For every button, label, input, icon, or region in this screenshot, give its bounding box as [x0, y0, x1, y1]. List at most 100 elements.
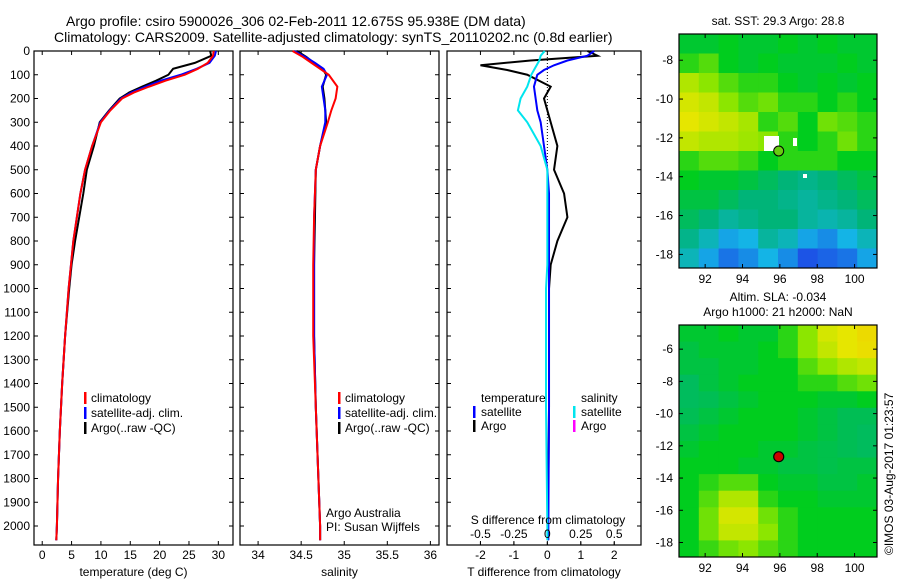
heatmap-cell: [679, 53, 700, 74]
heatmap-cell: [718, 374, 739, 392]
heatmap-cell: [857, 507, 878, 525]
depth-tick-label: 200: [10, 92, 30, 106]
lat-tick-label: -16: [656, 209, 674, 223]
heatmap-cell: [718, 424, 739, 442]
heatmap-cell: [718, 490, 739, 508]
depth-tick-label: 1400: [3, 377, 30, 391]
heatmap-cell: [758, 407, 779, 425]
heatmap-cell: [778, 424, 799, 442]
heatmap-cell: [857, 248, 878, 269]
heatmap-cell: [837, 441, 858, 459]
x2-axis-label: S difference from climatology: [471, 513, 626, 527]
heatmap-cell: [758, 92, 779, 113]
heatmap-cell: [797, 523, 819, 541]
heatmap-cell: [758, 424, 779, 442]
heatmap-cell: [797, 507, 819, 525]
legend-swatch: [473, 406, 476, 418]
heatmap-cell: [758, 507, 779, 525]
heatmap-cell: [718, 341, 739, 359]
heatmap-cell: [857, 540, 878, 558]
heatmap-cell: [857, 53, 878, 74]
heatmap-cell: [837, 229, 858, 249]
heatmap-cell: [679, 507, 700, 525]
depth-tick-label: 1200: [3, 329, 30, 343]
copyright-label: ©IMOS 03-Aug-2017 01:23:57: [882, 392, 896, 555]
legend-label: satellite: [581, 405, 622, 419]
legend-label: Argo(..raw -QC): [345, 421, 430, 435]
lon-tick-label: 94: [736, 561, 750, 575]
heatmap-cell: [817, 474, 838, 492]
heatmap-cell: [698, 507, 720, 525]
x-tick-label: -2: [475, 548, 486, 562]
heatmap-cell: [679, 457, 700, 475]
heatmap-cell: [738, 73, 759, 93]
legend-header: salinity: [581, 391, 618, 405]
heatmap-cell: [837, 391, 858, 409]
heatmap-cell: [797, 92, 819, 113]
lon-tick-label: 94: [736, 272, 750, 286]
heatmap-cell: [758, 391, 779, 409]
heatmap-cell: [797, 441, 819, 459]
heatmap-cell: [837, 540, 858, 558]
x-tick-label: 0: [544, 548, 551, 562]
heatmap-cell: [778, 391, 799, 409]
legend-label: Argo(..raw -QC): [91, 421, 176, 435]
profile-panel-0-frame: [33, 50, 234, 546]
lat-tick-label: -10: [656, 92, 674, 106]
heatmap-cell: [718, 457, 739, 475]
heatmap-cell: [837, 112, 858, 132]
heatmap-cell: [738, 523, 759, 541]
x-tick-label: 25: [182, 548, 196, 562]
legend-label: climatology: [345, 391, 405, 405]
heatmap-cell: [778, 34, 799, 54]
float-position-marker: [773, 145, 785, 157]
depth-tick-label: 2000: [3, 519, 30, 533]
heatmap-cell: [718, 92, 739, 113]
heatmap-cell: [718, 131, 739, 152]
heatmap-cell: [837, 457, 858, 475]
heatmap-cell: [778, 540, 799, 558]
heatmap-cell: [758, 325, 779, 343]
heatmap-cell: [857, 424, 878, 442]
heatmap-cell: [679, 358, 700, 376]
heatmap-cell: [797, 53, 819, 74]
heatmap-cell: [679, 407, 700, 425]
heatmap-cell: [857, 325, 878, 343]
heatmap-cell: [857, 73, 878, 93]
map-frame: [678, 324, 878, 558]
heatmap-cell: [679, 229, 700, 249]
heatmap-cell: [857, 341, 878, 359]
heatmap-cell: [778, 170, 799, 191]
heatmap-cell: [817, 229, 838, 249]
lat-tick-label: -18: [656, 247, 674, 261]
heatmap-cell: [679, 424, 700, 442]
heatmap-cell: [679, 540, 700, 558]
heatmap-cell: [718, 229, 739, 249]
heatmap-cell: [698, 131, 720, 152]
heatmap-cell: [837, 341, 858, 359]
heatmap-cell: [837, 507, 858, 525]
heatmap-cell: [778, 341, 799, 359]
heatmap-cell: [679, 112, 700, 132]
heatmap-cell: [698, 341, 720, 359]
series-line-s-satellite: [516, 50, 549, 541]
heatmap-cell: [718, 151, 739, 171]
heatmap-cell: [817, 457, 838, 475]
heatmap-cell: [718, 190, 739, 210]
depth-tick-label: 0: [23, 44, 30, 58]
heatmap-cell: [718, 391, 739, 409]
heatmap-cell: [679, 248, 700, 269]
heatmap-cell: [817, 53, 838, 74]
heatmap-cell: [778, 53, 799, 74]
heatmap-cell: [679, 151, 700, 171]
heatmap-cell: [738, 540, 759, 558]
heatmap-cell: [817, 358, 838, 376]
heatmap-cell: [698, 209, 720, 230]
lat-tick-label: -8: [662, 53, 673, 67]
x2-tick-label: -0.25: [500, 527, 528, 541]
legend-swatch: [573, 420, 576, 432]
heatmap-cell: [698, 374, 720, 392]
legend-swatch: [84, 422, 87, 434]
heatmap-cell: [778, 92, 799, 113]
heatmap-cell: [738, 490, 759, 508]
